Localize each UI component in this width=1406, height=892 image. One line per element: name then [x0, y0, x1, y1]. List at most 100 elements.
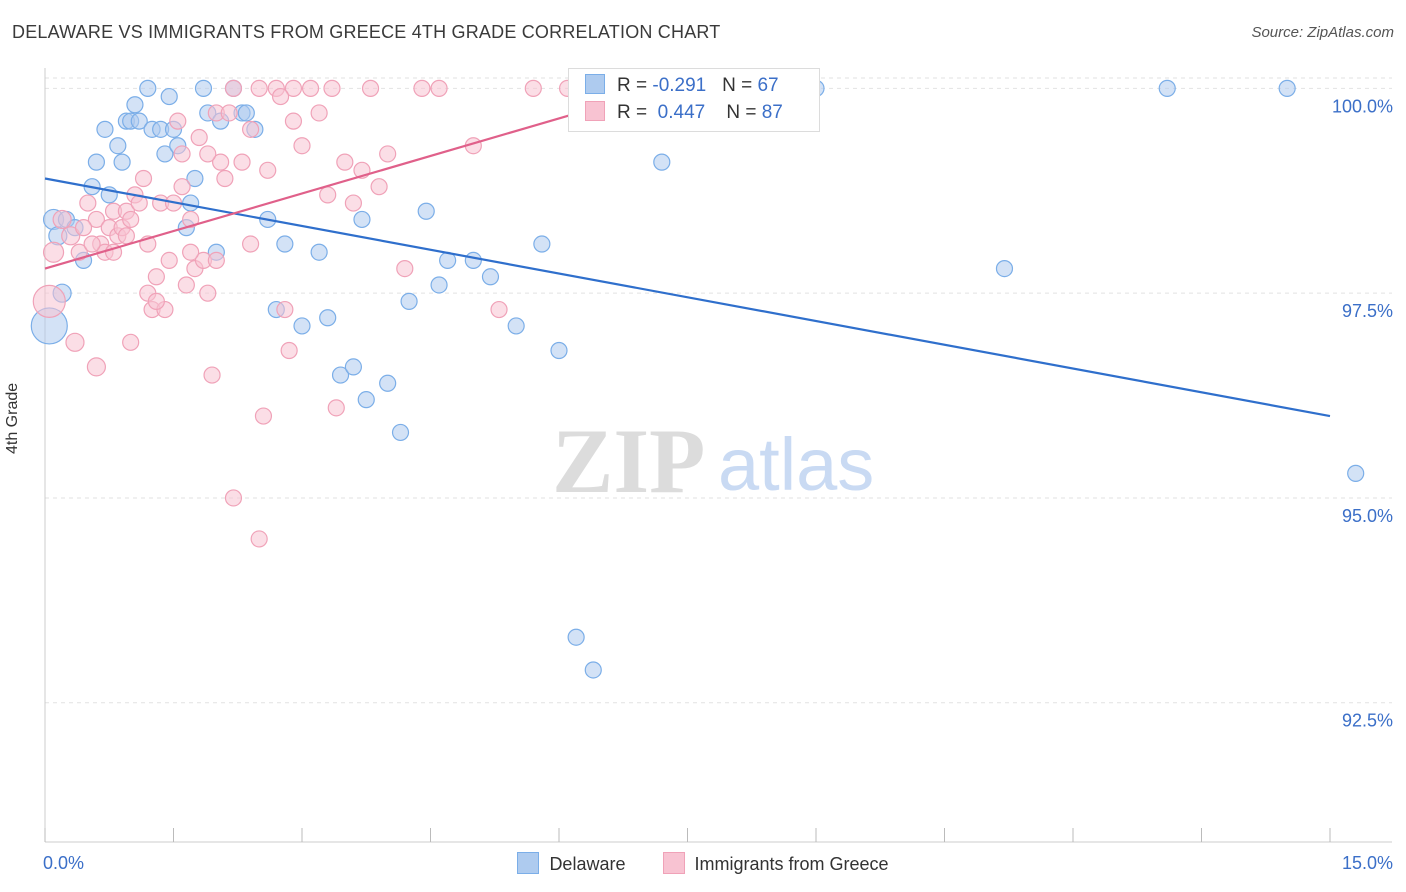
point-delaware-55	[550, 341, 568, 360]
point-delaware-33	[237, 104, 255, 122]
point-greece-39	[224, 79, 243, 97]
legend-n-greece: 87	[761, 102, 783, 123]
legend-swatch-delaware	[585, 74, 605, 94]
point-greece-38	[220, 104, 238, 122]
point-delaware-45	[379, 374, 397, 392]
point-greece-72	[147, 292, 165, 310]
trend-line-delaware	[44, 177, 1331, 418]
point-greece-69	[250, 530, 268, 548]
point-greece-86	[117, 227, 135, 245]
trend-line-greece	[44, 87, 663, 270]
point-greece-63	[490, 300, 508, 319]
point-delaware-63	[995, 259, 1014, 278]
point-delaware-40	[319, 309, 337, 327]
point-greece-5	[70, 243, 88, 261]
series-legend: Delaware Immigrants from Greece	[0, 852, 1406, 875]
point-greece-36	[212, 153, 230, 171]
axes	[44, 68, 1392, 843]
point-greece-6	[79, 194, 97, 212]
point-delaware-54	[533, 235, 551, 253]
point-delaware-42	[344, 358, 362, 376]
point-delaware-21	[160, 87, 178, 106]
point-delaware-43	[353, 210, 371, 229]
point-greece-81	[323, 79, 341, 97]
point-greece-1	[42, 241, 65, 263]
point-greece-55	[344, 194, 362, 212]
point-greece-37	[216, 169, 234, 188]
point-delaware-12	[113, 153, 131, 171]
point-greece-29	[182, 210, 200, 229]
point-delaware-8	[87, 153, 106, 171]
point-greece-80	[284, 112, 303, 130]
tick-labels: 100.0% 97.5% 95.0% 92.5% 0.0% 15.0%	[43, 96, 1393, 873]
point-greece-48	[284, 79, 303, 97]
point-delaware-46	[391, 423, 410, 442]
point-greece-4	[65, 332, 85, 352]
point-delaware-59	[653, 153, 671, 171]
point-delaware-15	[126, 96, 144, 114]
x-tick-label-1: 15.0%	[1342, 853, 1393, 873]
legend-r-greece: 0.447	[657, 102, 706, 123]
point-delaware-57	[584, 661, 602, 679]
trend-lines	[44, 87, 1331, 418]
point-greece-41	[242, 120, 260, 138]
point-delaware-27	[194, 79, 213, 97]
point-greece-21	[147, 268, 165, 286]
point-greece-49	[293, 137, 311, 155]
point-greece-53	[327, 399, 345, 417]
point-greece-3	[61, 226, 81, 246]
legend-row-greece: R = 0.447 N = 87	[585, 101, 783, 127]
point-greece-77	[83, 235, 101, 253]
legend-n-delaware: 67	[757, 75, 779, 96]
legend-label-greece: Immigrants from Greece	[694, 854, 889, 874]
point-greece-61	[430, 79, 448, 97]
point-greece-28	[177, 276, 195, 294]
point-greece-50	[301, 79, 320, 97]
y-tick-label-0: 100.0%	[1332, 96, 1393, 116]
point-greece-71	[122, 333, 140, 351]
point-greece-43	[254, 407, 273, 425]
point-delaware-38	[293, 317, 311, 335]
point-greece-46	[276, 300, 294, 319]
point-greece-47	[280, 341, 298, 360]
legend-item-greece: Immigrants from Greece	[662, 852, 889, 875]
point-delaware-9	[96, 120, 114, 138]
point-greece-83	[271, 87, 290, 106]
source-label: Source: ZipAtlas.com	[1251, 24, 1394, 41]
legend-swatch-greece	[585, 101, 605, 121]
point-delaware-11	[109, 137, 127, 155]
watermark-atlas: atlas	[718, 423, 874, 506]
point-delaware-16	[130, 112, 148, 130]
point-greece-34	[203, 366, 221, 384]
point-delaware-20	[156, 145, 174, 163]
point-greece-51	[310, 104, 328, 122]
points-layer	[30, 79, 1365, 679]
point-greece-33	[199, 284, 217, 302]
point-greece-52	[319, 186, 337, 204]
point-delaware-49	[430, 276, 448, 294]
point-delaware-52	[481, 268, 500, 286]
point-greece-60	[413, 79, 431, 97]
point-greece-54	[336, 153, 354, 171]
chart-title: DELAWARE VS IMMIGRANTS FROM GREECE 4TH G…	[12, 22, 721, 42]
point-delaware-64	[1158, 79, 1176, 97]
y-tick-label-2: 95.0%	[1342, 506, 1393, 526]
point-delaware-56	[567, 628, 585, 646]
point-greece-2	[52, 209, 72, 230]
legend-r-delaware: -0.291	[652, 75, 707, 96]
point-greece-31	[190, 128, 208, 147]
point-greece-7	[87, 210, 106, 229]
point-greece-73	[182, 243, 200, 261]
point-delaware-47	[400, 292, 418, 310]
point-greece-84	[199, 145, 217, 163]
point-greece-57	[370, 178, 388, 196]
legend-label-delaware: Delaware	[549, 854, 626, 874]
point-delaware-39	[310, 243, 328, 261]
point-greece-64	[524, 79, 542, 97]
stats-legend: R = -0.291 N = 67 R = 0.447 N = 87	[568, 68, 820, 132]
point-greece-40	[233, 153, 251, 171]
point-delaware-25	[182, 194, 200, 212]
point-greece-68	[224, 489, 243, 507]
point-delaware-44	[357, 391, 375, 409]
